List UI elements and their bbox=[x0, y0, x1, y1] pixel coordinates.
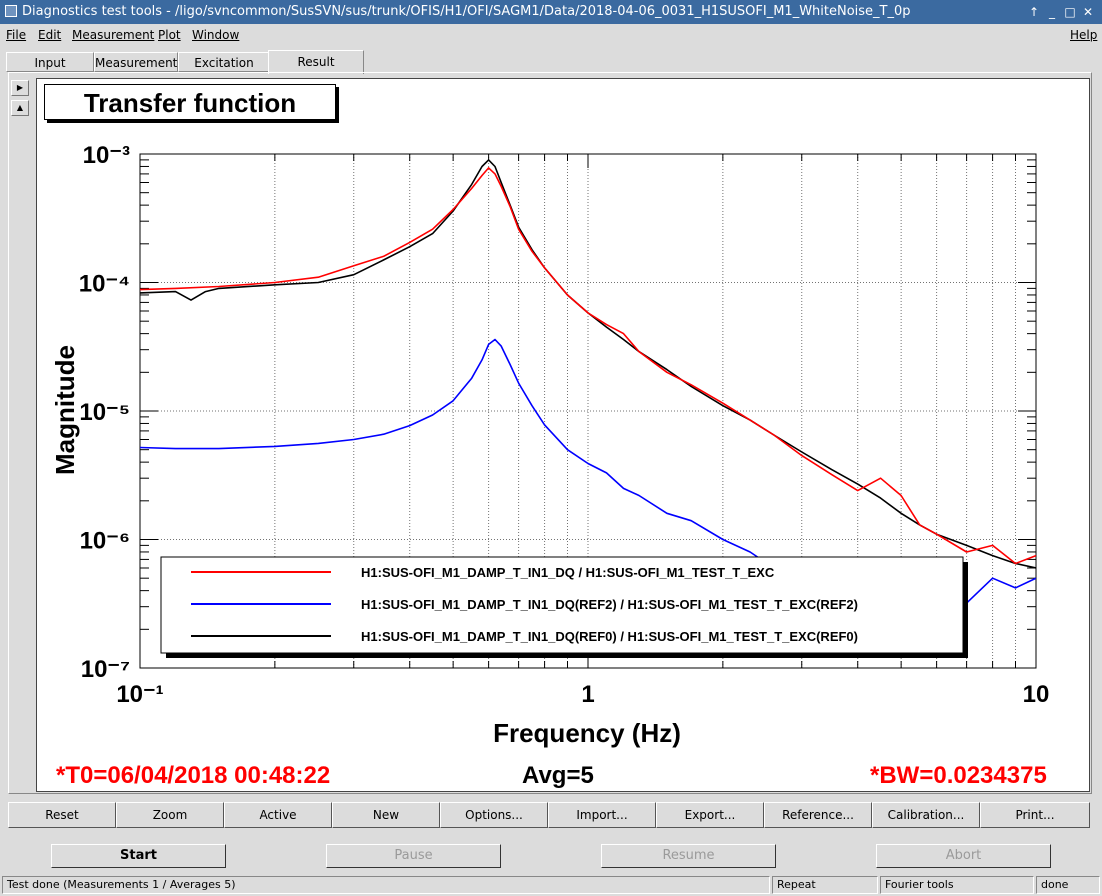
status-fourier-tools: Fourier tools bbox=[880, 876, 1034, 894]
x-tick-label: 1 bbox=[581, 681, 594, 708]
import-button[interactable]: Import... bbox=[548, 802, 656, 828]
window-arrow-up-icon[interactable]: ↑ bbox=[1028, 5, 1040, 19]
avg-label: Avg=5 bbox=[522, 762, 594, 789]
legend-label-0: H1:SUS-OFI_M1_DAMP_T_IN1_DQ / H1:SUS-OFI… bbox=[361, 565, 775, 580]
status-message: Test done (Measurements 1 / Averages 5) bbox=[2, 876, 770, 894]
new-button[interactable]: New bbox=[332, 802, 440, 828]
plot-ticks bbox=[139, 154, 1036, 669]
reference-button[interactable]: Reference... bbox=[764, 802, 872, 828]
tab-result[interactable]: Result bbox=[268, 50, 364, 74]
result-panel bbox=[8, 72, 1092, 794]
x-tick-label: 10 bbox=[1023, 681, 1050, 708]
menu-edit[interactable]: Edit bbox=[38, 28, 62, 42]
y-tick-label: 10⁻⁶ bbox=[80, 528, 130, 555]
tab-excitation[interactable]: Excitation bbox=[178, 52, 270, 72]
plot-button-row: Reset Zoom Active New Options... Import.… bbox=[8, 802, 1090, 828]
window-title: Diagnostics test tools - /ligo/svncommon… bbox=[22, 4, 911, 19]
y-tick-label: 10⁻⁴ bbox=[79, 271, 130, 298]
menu-measurement[interactable]: Measurement bbox=[72, 28, 155, 42]
abort-button[interactable]: Abort bbox=[876, 844, 1051, 868]
tab-measurement[interactable]: Measurement bbox=[94, 52, 178, 72]
reset-button[interactable]: Reset bbox=[8, 802, 116, 828]
minimize-icon[interactable]: _ bbox=[1049, 5, 1055, 19]
x-tick-label: 10⁻¹ bbox=[116, 681, 163, 708]
legend-label-1: H1:SUS-OFI_M1_DAMP_T_IN1_DQ(REF2) / H1:S… bbox=[361, 597, 858, 612]
bw-label: *BW=0.0234375 bbox=[870, 762, 1047, 789]
menu-bar: File Edit Measurement Plot Window Help bbox=[0, 24, 1102, 46]
plot-tick-labels: 10⁻¹ 1 10 10⁻⁷ 10⁻⁶ 10⁻⁵ 10⁻⁴ 10⁻³ bbox=[79, 142, 1050, 708]
calibration-button[interactable]: Calibration... bbox=[872, 802, 980, 828]
tab-input[interactable]: Input bbox=[6, 52, 94, 72]
plot-title: Transfer function bbox=[44, 84, 336, 120]
x-axis-label: Frequency (Hz) bbox=[493, 718, 681, 748]
active-button[interactable]: Active bbox=[224, 802, 332, 828]
pause-button[interactable]: Pause bbox=[326, 844, 501, 868]
resume-button[interactable]: Resume bbox=[601, 844, 776, 868]
menu-file[interactable]: File bbox=[6, 28, 27, 42]
panel-expand-arrow-icon[interactable]: ▶ bbox=[11, 80, 29, 96]
tab-bar: Input Measurement Excitation Result bbox=[0, 50, 1102, 74]
y-tick-label: 10⁻³ bbox=[83, 142, 130, 169]
y-tick-label: 10⁻⁵ bbox=[79, 399, 130, 426]
status-state: done bbox=[1036, 876, 1100, 894]
menu-plot[interactable]: Plot bbox=[158, 28, 181, 42]
panel-collapse-arrow-icon[interactable]: ▲ bbox=[11, 100, 29, 116]
y-tick-label: 10⁻⁷ bbox=[81, 656, 130, 683]
status-bar: Test done (Measurements 1 / Averages 5) … bbox=[0, 874, 1102, 896]
menu-help[interactable]: Help bbox=[1070, 28, 1098, 42]
series-line-2 bbox=[140, 159, 1036, 569]
close-icon[interactable]: ✕ bbox=[1082, 5, 1094, 19]
y-axis-label: Magnitude bbox=[50, 345, 80, 475]
t0-label: *T0=06/04/2018 00:48:22 bbox=[56, 762, 331, 789]
maximize-icon[interactable]: □ bbox=[1064, 5, 1076, 19]
export-button[interactable]: Export... bbox=[656, 802, 764, 828]
plot-canvas[interactable] bbox=[36, 78, 1090, 792]
options-button[interactable]: Options... bbox=[440, 802, 548, 828]
window-icon[interactable] bbox=[5, 5, 17, 17]
print-button[interactable]: Print... bbox=[980, 802, 1090, 828]
menu-window[interactable]: Window bbox=[192, 28, 240, 42]
series-line-0 bbox=[140, 167, 1036, 565]
start-button[interactable]: Start bbox=[51, 844, 226, 868]
status-repeat: Repeat bbox=[772, 876, 878, 894]
window-titlebar: Diagnostics test tools - /ligo/svncommon… bbox=[0, 0, 1102, 24]
zoom-button[interactable]: Zoom bbox=[116, 802, 224, 828]
legend-label-2: H1:SUS-OFI_M1_DAMP_T_IN1_DQ(REF0) / H1:S… bbox=[361, 629, 858, 644]
plot-legend: H1:SUS-OFI_M1_DAMP_T_IN1_DQ / H1:SUS-OFI… bbox=[160, 556, 968, 658]
